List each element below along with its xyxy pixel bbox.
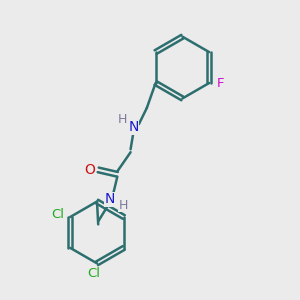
Text: Cl: Cl	[51, 208, 64, 220]
Text: H: H	[118, 199, 128, 212]
Text: N: N	[105, 192, 115, 206]
Text: Cl: Cl	[88, 267, 100, 280]
Text: F: F	[217, 76, 224, 89]
Text: N: N	[128, 120, 139, 134]
Text: O: O	[84, 163, 95, 177]
Text: H: H	[118, 113, 127, 126]
